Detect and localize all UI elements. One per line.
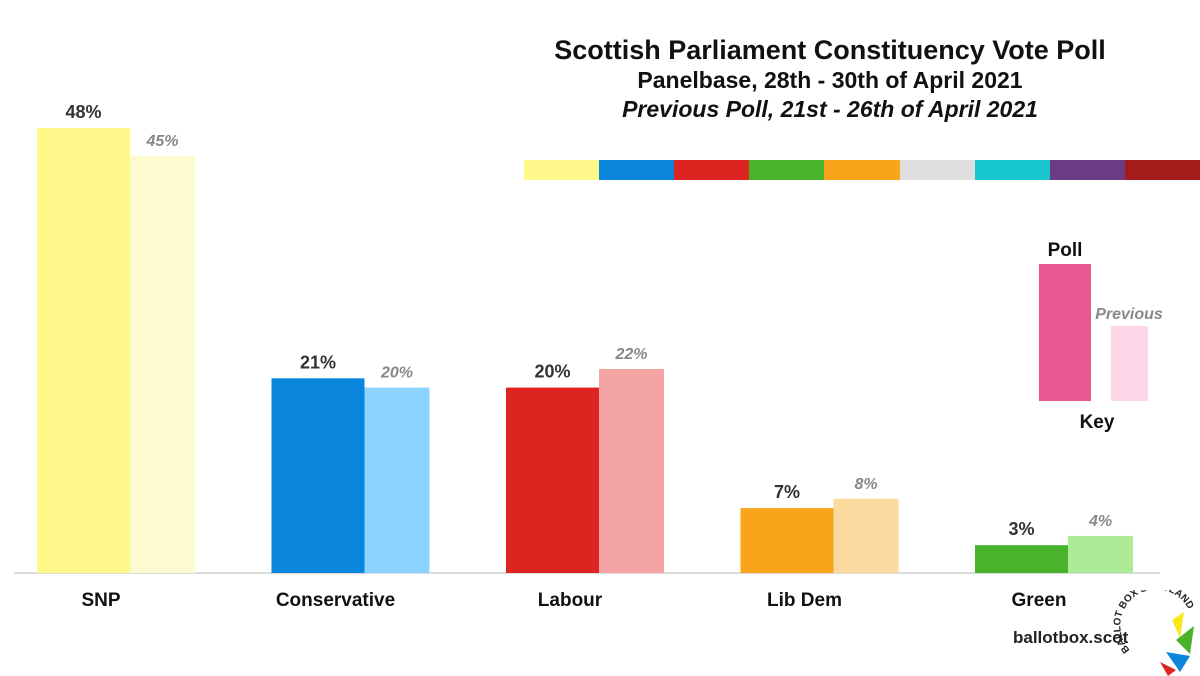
strip-segment — [899, 160, 975, 180]
strip-segment — [674, 160, 750, 180]
category-label: Green — [1012, 590, 1067, 611]
bar-previous — [364, 387, 430, 573]
data-label-poll: 3% — [1008, 519, 1034, 539]
chart-title: Scottish Parliament Constituency Vote Po… — [554, 35, 1106, 65]
chart-subtitle: Panelbase, 28th - 30th of April 2021 — [637, 67, 1023, 94]
bar-poll — [506, 387, 599, 573]
legend-previous-label: Previous — [1095, 306, 1163, 323]
legend-previous-swatch — [1111, 326, 1148, 401]
party-color-strip — [524, 160, 1200, 180]
data-label-poll: 48% — [65, 102, 101, 122]
category-label: Lib Dem — [767, 590, 842, 611]
category-label: SNP — [81, 590, 120, 611]
data-label-previous: 20% — [380, 365, 413, 382]
data-label-poll: 20% — [534, 362, 570, 382]
legend-title: Key — [1080, 412, 1115, 433]
legend-poll-label: Poll — [1048, 240, 1083, 261]
legend-poll-swatch — [1039, 264, 1091, 401]
bar-previous — [599, 369, 664, 573]
site-credit: ballotbox.scot — [1013, 628, 1129, 647]
data-label-previous: 22% — [614, 346, 647, 363]
bar-previous — [833, 498, 899, 573]
strip-segment — [749, 160, 825, 180]
data-label-previous: 45% — [145, 133, 178, 150]
category-label: Labour — [538, 590, 603, 611]
category-label: Conservative — [276, 590, 395, 611]
bar-previous — [1068, 535, 1133, 573]
strip-segment — [524, 160, 600, 180]
bar-poll — [975, 545, 1068, 573]
data-label-poll: 21% — [300, 352, 336, 372]
strip-segment — [824, 160, 900, 180]
strip-segment — [1049, 160, 1125, 180]
bar-previous — [130, 155, 195, 573]
data-label-previous: 8% — [854, 476, 877, 493]
bar-poll — [271, 378, 365, 573]
data-label-poll: 7% — [774, 482, 800, 502]
bar-poll — [740, 508, 834, 573]
data-label-previous: 4% — [1088, 513, 1112, 530]
bar-poll — [37, 128, 130, 573]
strip-segment — [599, 160, 675, 180]
title-block: Scottish Parliament Constituency Vote Po… — [470, 34, 1190, 124]
strip-segment — [1124, 160, 1200, 180]
ballot-box-scotland-logo: BALLOT BOX SCOTLAND — [1112, 590, 1196, 676]
strip-segment — [974, 160, 1050, 180]
previous-poll-subtitle: Previous Poll, 21st - 26th of April 2021 — [622, 96, 1038, 123]
